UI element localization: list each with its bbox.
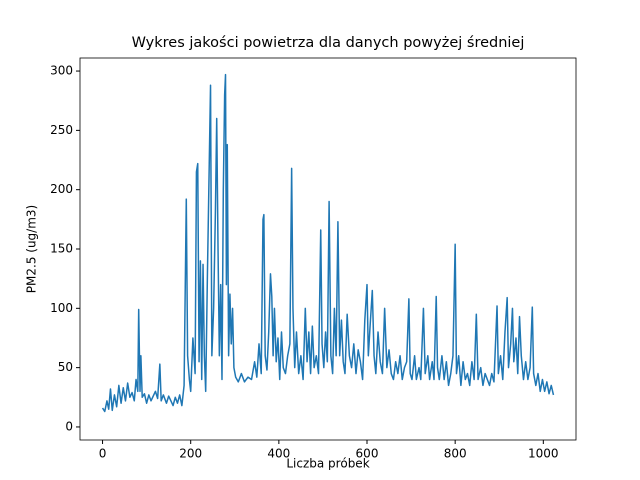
plot-frame [79, 57, 577, 441]
y-tick-label: 0 [65, 419, 73, 433]
x-tick-label: 200 [179, 447, 202, 461]
y-tick-label: 200 [50, 182, 73, 196]
data-line [101, 73, 555, 413]
x-tick-label: 800 [444, 447, 467, 461]
chart-title: Wykres jakości powietrza dla danych powy… [132, 35, 525, 51]
x-axis-label: Liczba próbek [286, 457, 369, 471]
x-tick-label: 400 [267, 447, 290, 461]
y-axis-label: PM2.5 (ug/m3) [25, 205, 39, 293]
y-tick-label: 300 [50, 64, 73, 78]
y-tick-label: 150 [50, 242, 73, 256]
x-tick-label: 1000 [528, 447, 559, 461]
y-tick-label: 50 [58, 360, 73, 374]
y-tick-label: 250 [50, 123, 73, 137]
x-tick-label: 0 [99, 447, 107, 461]
x-tick-label: 600 [356, 447, 379, 461]
y-tick-label: 100 [50, 301, 73, 315]
